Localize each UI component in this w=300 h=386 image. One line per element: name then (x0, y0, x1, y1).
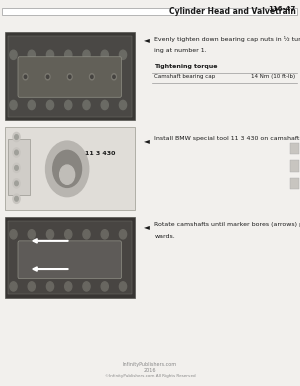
Text: ◄: ◄ (144, 222, 150, 231)
Circle shape (112, 74, 116, 80)
Circle shape (13, 179, 20, 188)
Circle shape (46, 50, 54, 59)
Circle shape (15, 150, 18, 155)
Circle shape (83, 50, 90, 59)
Circle shape (65, 50, 72, 59)
Circle shape (46, 75, 49, 78)
Circle shape (46, 282, 54, 291)
Text: ◄: ◄ (144, 36, 150, 44)
Circle shape (119, 230, 127, 239)
Text: Evenly tighten down bearing cap nuts in ¹⁄₂ turn steps start-: Evenly tighten down bearing cap nuts in … (154, 36, 300, 42)
Circle shape (45, 74, 50, 80)
Circle shape (13, 163, 20, 173)
Circle shape (13, 194, 20, 203)
Circle shape (65, 230, 72, 239)
FancyBboxPatch shape (290, 160, 298, 172)
Circle shape (15, 196, 18, 201)
Text: Cylinder Head and Valvetrain: Cylinder Head and Valvetrain (169, 7, 296, 16)
Text: 11 3 430: 11 3 430 (85, 151, 116, 156)
Circle shape (65, 282, 72, 291)
FancyBboxPatch shape (4, 217, 135, 298)
Circle shape (10, 50, 17, 59)
Text: 116-47: 116-47 (268, 6, 296, 12)
Circle shape (28, 230, 35, 239)
Circle shape (15, 135, 18, 139)
Circle shape (46, 100, 54, 110)
Circle shape (65, 100, 72, 110)
Text: wards.: wards. (154, 234, 175, 239)
Text: ing at number 1.: ing at number 1. (154, 48, 207, 53)
Circle shape (83, 282, 90, 291)
Circle shape (67, 74, 72, 80)
Circle shape (119, 50, 127, 59)
Circle shape (113, 75, 115, 78)
Circle shape (53, 150, 82, 187)
FancyBboxPatch shape (18, 57, 122, 97)
Circle shape (101, 230, 108, 239)
Circle shape (101, 282, 108, 291)
FancyBboxPatch shape (290, 143, 298, 154)
Text: 14 Nm (10 ft-lb): 14 Nm (10 ft-lb) (251, 74, 296, 79)
Circle shape (91, 75, 93, 78)
Text: ©InfinityPublishers.com All Rights Reserved: ©InfinityPublishers.com All Rights Reser… (105, 374, 195, 378)
Circle shape (10, 230, 17, 239)
Circle shape (10, 282, 17, 291)
Circle shape (119, 100, 127, 110)
Circle shape (15, 181, 18, 186)
Circle shape (15, 166, 18, 170)
Circle shape (13, 132, 20, 142)
FancyBboxPatch shape (4, 127, 135, 210)
Circle shape (28, 282, 35, 291)
Circle shape (60, 165, 75, 185)
FancyBboxPatch shape (290, 178, 298, 189)
Circle shape (23, 74, 28, 80)
Circle shape (83, 100, 90, 110)
Text: Camshaft bearing cap: Camshaft bearing cap (154, 74, 216, 79)
Text: 2016: 2016 (144, 368, 156, 373)
Text: Rotate camshafts until marker bores (arrows) point up-: Rotate camshafts until marker bores (arr… (154, 222, 300, 227)
Text: Tightening torque: Tightening torque (154, 64, 218, 69)
Circle shape (28, 100, 35, 110)
Circle shape (46, 141, 89, 197)
Circle shape (119, 282, 127, 291)
FancyBboxPatch shape (8, 36, 132, 117)
Circle shape (89, 74, 94, 80)
FancyBboxPatch shape (4, 32, 135, 120)
Circle shape (46, 230, 54, 239)
Circle shape (83, 230, 90, 239)
Circle shape (24, 75, 27, 78)
Text: ◄: ◄ (144, 136, 150, 145)
FancyBboxPatch shape (2, 8, 297, 15)
Circle shape (101, 100, 108, 110)
Circle shape (28, 50, 35, 59)
Circle shape (10, 100, 17, 110)
Circle shape (68, 75, 71, 78)
Text: InfinityPublishers.com: InfinityPublishers.com (123, 362, 177, 367)
Circle shape (13, 148, 20, 157)
FancyBboxPatch shape (8, 139, 30, 195)
FancyBboxPatch shape (8, 221, 132, 294)
Text: Install BMW special tool 11 3 430 on camshaft.: Install BMW special tool 11 3 430 on cam… (154, 136, 300, 141)
Circle shape (101, 50, 108, 59)
FancyBboxPatch shape (18, 241, 122, 279)
